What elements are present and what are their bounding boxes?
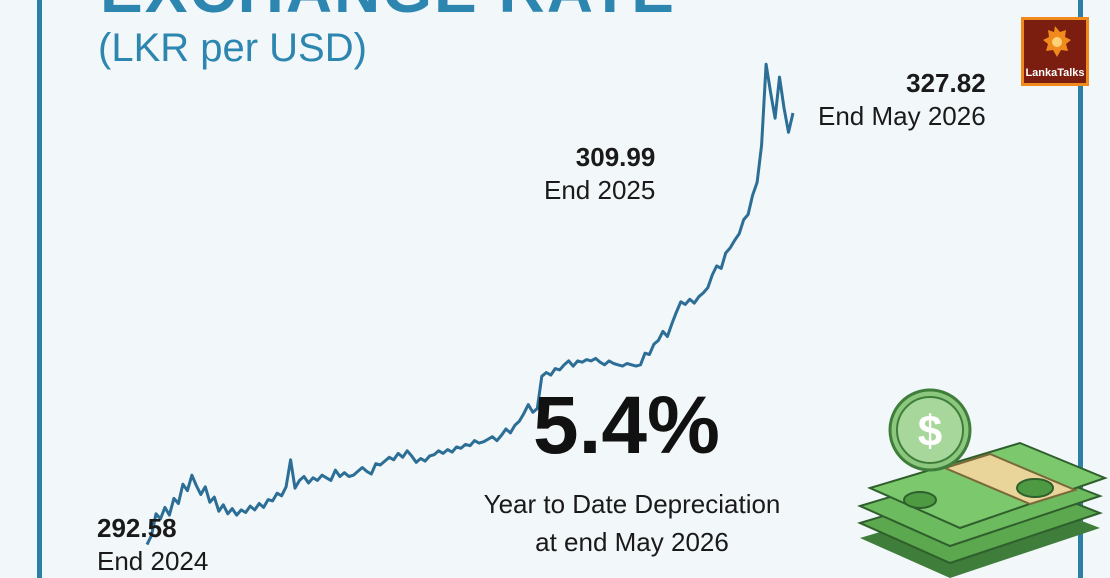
page-title: EXCHANGE RATE	[100, 0, 676, 22]
dollar-coin-icon: $	[888, 388, 972, 472]
annotation-value-end-2024: 292.58	[97, 513, 177, 543]
annotation-end-2025: 309.99 End 2025	[544, 141, 655, 207]
exchange-rate-series-line	[145, 62, 795, 546]
lion-logo-icon	[1043, 26, 1071, 57]
depreciation-caption-line-1: Year to Date Depreciation	[483, 489, 781, 519]
depreciation-caption: Year to Date Depreciation at end May 202…	[440, 485, 824, 561]
annotation-end-2024: 292.58 End 2024	[97, 512, 208, 578]
page-subtitle: (LKR per USD)	[98, 26, 367, 70]
cash-stack-icon	[857, 441, 1108, 578]
frame-right-border	[1078, 0, 1083, 578]
svg-text:$: $	[918, 407, 942, 456]
annotation-label-end-2025: End 2025	[544, 175, 656, 205]
annotation-end-may-2026: 327.82 End May 2026	[818, 67, 986, 133]
money-illustration: $	[857, 388, 1108, 578]
logo-text: LankaTalks	[1025, 67, 1085, 79]
depreciation-caption-line-2: at end May 2026	[535, 527, 729, 557]
annotation-label-end-may-2026: End May 2026	[818, 101, 986, 131]
annotation-label-end-2024: End 2024	[97, 546, 209, 576]
frame-left-border	[37, 0, 42, 578]
annotation-value-end-2025: 309.99	[575, 142, 656, 172]
depreciation-percentage: 5.4%	[533, 380, 720, 471]
annotation-value-end-may-2026: 327.82	[906, 68, 986, 98]
lankatalks-logo[interactable]: LankaTalks	[1021, 17, 1089, 86]
